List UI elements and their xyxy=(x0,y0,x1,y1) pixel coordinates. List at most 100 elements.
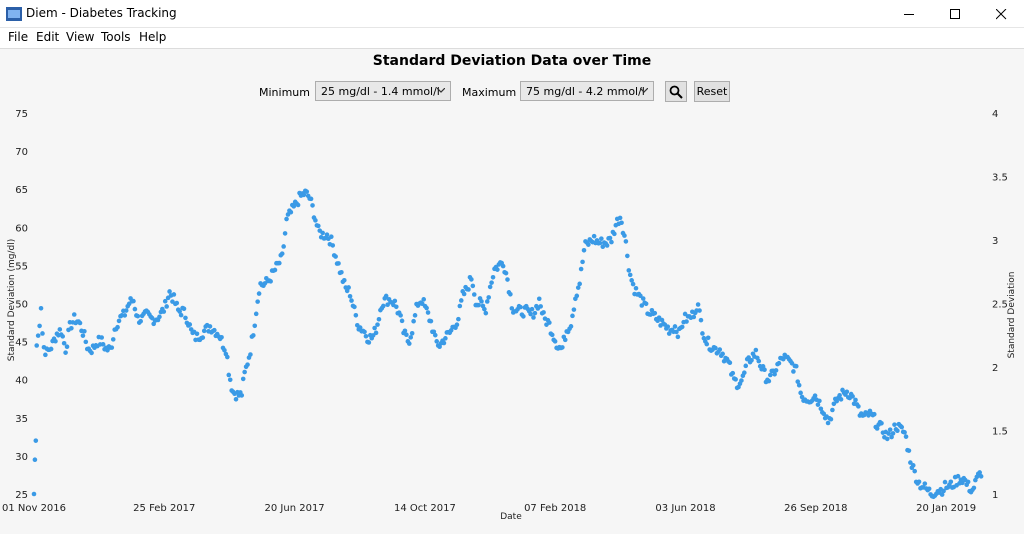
data-point xyxy=(183,315,188,321)
data-point xyxy=(57,327,63,332)
data-point xyxy=(793,363,799,369)
data-point xyxy=(31,491,37,497)
data-point xyxy=(575,285,581,290)
data-point xyxy=(720,351,725,357)
data-point xyxy=(630,281,636,287)
data-point xyxy=(892,422,897,427)
data-point xyxy=(80,333,86,338)
data-point xyxy=(599,236,604,241)
data-point xyxy=(471,292,477,297)
data-point xyxy=(739,378,744,383)
data-point xyxy=(828,416,834,422)
data-point xyxy=(591,233,597,239)
data-point xyxy=(746,355,751,360)
y-tick-label: 65 xyxy=(15,185,28,196)
data-point xyxy=(772,371,777,377)
data-point xyxy=(717,347,723,352)
data-point xyxy=(509,306,515,311)
y-tick-label: 70 xyxy=(15,147,28,158)
data-point xyxy=(479,299,484,304)
data-point xyxy=(32,457,38,463)
reset-button[interactable]: Reset xyxy=(694,81,730,102)
data-point xyxy=(831,401,837,407)
data-point xyxy=(503,270,509,276)
data-point xyxy=(330,243,336,248)
data-point xyxy=(408,335,414,340)
data-point xyxy=(902,430,907,435)
data-point xyxy=(251,333,256,338)
data-point xyxy=(411,318,416,324)
data-point xyxy=(207,324,213,329)
data-point xyxy=(466,287,471,292)
data-point xyxy=(626,268,632,273)
y-tick-label: 75 xyxy=(15,109,28,120)
x-tick-label: 07 Feb 2018 xyxy=(524,503,586,514)
data-point xyxy=(34,343,40,348)
data-point xyxy=(132,306,138,312)
data-point xyxy=(753,347,759,353)
data-point xyxy=(684,319,689,324)
data-point xyxy=(291,204,297,209)
data-point xyxy=(571,307,577,312)
menu-view[interactable]: View xyxy=(66,30,95,44)
data-point xyxy=(623,239,629,244)
minimize-button[interactable] xyxy=(886,0,932,28)
data-point xyxy=(122,313,128,318)
menu-tools[interactable]: Tools xyxy=(101,30,131,44)
menu-edit[interactable]: Edit xyxy=(36,30,60,44)
data-point xyxy=(487,284,493,290)
data-point xyxy=(890,431,896,436)
data-point xyxy=(908,460,913,465)
maximize-button[interactable] xyxy=(932,0,978,28)
data-point xyxy=(60,334,66,339)
y-tick-label: 60 xyxy=(15,223,28,234)
data-point xyxy=(380,303,386,309)
close-button[interactable] xyxy=(978,0,1024,28)
data-point xyxy=(99,335,104,340)
data-point xyxy=(252,323,258,329)
data-point xyxy=(194,331,200,337)
data-point xyxy=(939,492,945,497)
data-point xyxy=(536,296,542,302)
data-point xyxy=(500,263,506,269)
y-axis-label: Standard Deviation (mg/dl) xyxy=(7,239,17,361)
minimum-select[interactable]: 25 mg/dl - 1.4 mmol/l xyxy=(315,81,451,101)
data-point xyxy=(301,192,307,198)
data-point xyxy=(40,331,45,336)
data-point xyxy=(171,292,177,297)
data-point xyxy=(161,309,167,314)
data-point xyxy=(675,334,681,340)
data-point xyxy=(425,310,431,315)
data-point xyxy=(138,318,143,324)
data-point xyxy=(521,314,526,319)
data-point xyxy=(796,382,802,388)
data-point xyxy=(766,378,772,384)
data-point xyxy=(443,336,448,341)
menu-help[interactable]: Help xyxy=(139,30,167,44)
data-point xyxy=(580,259,585,265)
data-point xyxy=(874,426,880,431)
data-point xyxy=(123,308,129,313)
data-point xyxy=(35,333,41,338)
data-point xyxy=(549,332,555,338)
x-tick-label: 01 Nov 2016 xyxy=(2,503,66,514)
data-point xyxy=(116,318,122,324)
data-point xyxy=(33,438,39,443)
data-point xyxy=(82,328,87,334)
chevron-down-icon xyxy=(640,88,648,93)
maximum-select[interactable]: 75 mg/dl - 4.2 mmol/l xyxy=(520,81,654,101)
x-axis-label: Date xyxy=(500,512,522,522)
data-point xyxy=(856,404,861,409)
data-point xyxy=(324,232,330,237)
y-tick-label: 30 xyxy=(15,452,28,463)
menu-file[interactable]: File xyxy=(8,30,29,44)
x-tick-label: 26 Sep 2018 xyxy=(784,503,847,514)
data-point xyxy=(461,291,467,297)
search-icon xyxy=(669,85,683,99)
search-button[interactable] xyxy=(665,81,687,102)
y2-tick-label: 2.5 xyxy=(992,300,1008,311)
data-point xyxy=(64,344,70,350)
data-point xyxy=(912,468,918,474)
data-point xyxy=(538,304,543,309)
data-point xyxy=(727,360,733,366)
